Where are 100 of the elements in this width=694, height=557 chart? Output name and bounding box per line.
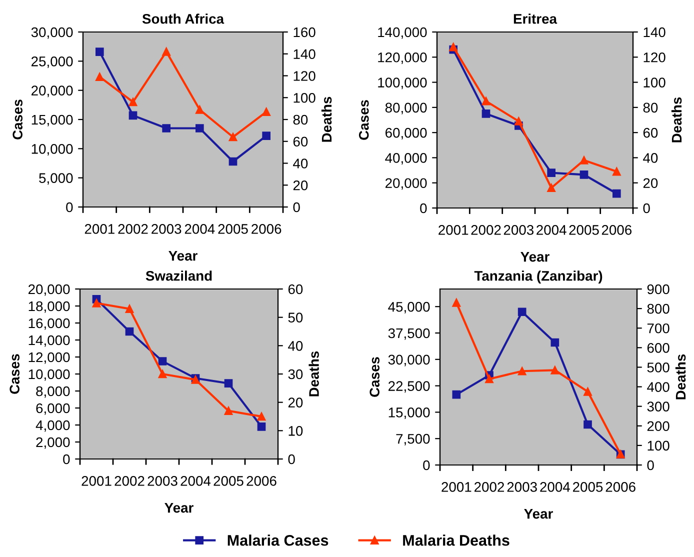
point [128, 98, 138, 106]
point [196, 124, 204, 132]
y-tick-label: 120,000 [378, 52, 427, 64]
y2-tick-label: 40 [643, 153, 658, 163]
point [584, 388, 592, 396]
y-tick-label: 80,000 [385, 102, 427, 114]
x-tick-label: 2005 [218, 224, 248, 234]
point [128, 111, 138, 120]
y2-tick-label: 0 [288, 454, 295, 464]
y-axis-title: Cases [10, 354, 20, 394]
y-tick-label: 20,000 [28, 284, 70, 296]
x-axis-title: Year [168, 251, 198, 261]
point [228, 157, 238, 166]
y2-axis-title: Deaths [308, 351, 319, 396]
y-tick-label: 15,000 [32, 114, 73, 126]
x-tick-label: 2002 [118, 224, 148, 234]
point [547, 184, 556, 192]
y-tick-label: 0 [423, 460, 430, 470]
point [228, 132, 238, 142]
y2-tick-label: 60 [293, 136, 308, 147]
y-tick-label: 22,500 [388, 381, 430, 393]
y-tick-label: 15,000 [388, 408, 430, 420]
x-tick-label: 2002 [474, 482, 504, 492]
y-tick-label: 100,000 [378, 78, 427, 90]
y-tick-label: 10,000 [28, 369, 70, 381]
y-tick-label: 37,500 [388, 328, 430, 340]
y2-tick-label: 100 [294, 92, 316, 103]
y2-tick-label: 40 [293, 158, 308, 168]
y2-tick-label: 120 [294, 71, 316, 81]
x-tick-label: 2001 [442, 482, 472, 492]
y-axis-title: Cases [358, 100, 369, 140]
y-axis-title: Cases [12, 100, 22, 140]
y-tick-label: 30,000 [388, 354, 430, 366]
y-tick-label: 25,000 [32, 56, 73, 68]
point [125, 304, 134, 313]
chart-title: South Africa [142, 14, 224, 24]
y2-tick-label: 0 [293, 202, 300, 212]
y2-tick-label: 20 [643, 178, 658, 188]
x-tick-label: 2004 [540, 482, 570, 492]
y2-tick-label: 600 [647, 343, 670, 353]
x-tick-label: 2006 [252, 224, 282, 234]
point [224, 406, 233, 415]
x-tick-label: 2004 [184, 224, 215, 234]
y-tick-label: 30,000 [31, 27, 73, 39]
point [580, 156, 588, 164]
point [158, 370, 167, 378]
y-tick-label: 0 [66, 202, 73, 212]
y-tick-label: 5,000 [39, 173, 73, 185]
point [224, 379, 233, 388]
y2-tick-label: 20 [288, 398, 303, 408]
y2-tick-label: 700 [647, 323, 670, 334]
chart-title: Swaziland [146, 270, 212, 281]
y2-tick-label: 60 [288, 284, 303, 294]
y2-axis-title: Deaths [671, 97, 682, 142]
y2-tick-label: 140 [294, 49, 316, 60]
x-axis-title: Year [164, 503, 194, 513]
x-tick-label: 2005 [214, 476, 244, 486]
y2-tick-label: 800 [647, 304, 670, 314]
x-tick-label: 2002 [114, 476, 144, 486]
x-tick-label: 2006 [246, 476, 276, 486]
y-tick-label: 16,000 [28, 318, 70, 330]
point [612, 189, 621, 198]
point [257, 412, 266, 421]
x-axis-title: Year [520, 252, 550, 262]
y-tick-label: 2,000 [36, 437, 70, 449]
point [158, 357, 167, 366]
y-tick-label: 7,500 [396, 434, 430, 446]
y-tick-label: 6,000 [36, 403, 70, 415]
y-tick-label: 60,000 [386, 128, 427, 140]
y2-tick-label: 100 [648, 440, 670, 451]
point [485, 374, 494, 384]
y2-tick-label: 10 [288, 426, 303, 436]
point [547, 168, 556, 177]
point [550, 366, 560, 374]
x-tick-label: 2003 [507, 482, 537, 492]
point [518, 308, 526, 316]
y-axis-title: Cases [370, 357, 380, 397]
point [580, 170, 588, 179]
x-tick-label: 2001 [84, 224, 114, 234]
point [262, 132, 270, 140]
point [257, 422, 266, 431]
y-tick-label: 20,000 [386, 178, 427, 190]
y2-tick-label: 80 [643, 102, 658, 113]
x-tick-label: 2006 [606, 482, 636, 492]
y-tick-label: 4,000 [36, 420, 70, 432]
point [452, 298, 461, 307]
y2-tick-label: 120 [644, 52, 666, 62]
y-tick-label: 8,000 [36, 386, 70, 398]
y2-tick-label: 500 [647, 362, 670, 372]
point [550, 338, 560, 347]
y-tick-label: 14,000 [28, 335, 70, 347]
y2-axis-title: Deaths [321, 96, 332, 142]
x-tick-label: 2003 [504, 225, 534, 235]
legend-label: Malaria Deaths [403, 534, 510, 546]
y2-tick-label: 20 [293, 180, 308, 190]
point [162, 124, 170, 132]
y-tick-label: 18,000 [28, 301, 70, 313]
x-tick-label: 2005 [569, 225, 599, 235]
y2-tick-label: 200 [647, 421, 670, 432]
point [452, 390, 461, 399]
